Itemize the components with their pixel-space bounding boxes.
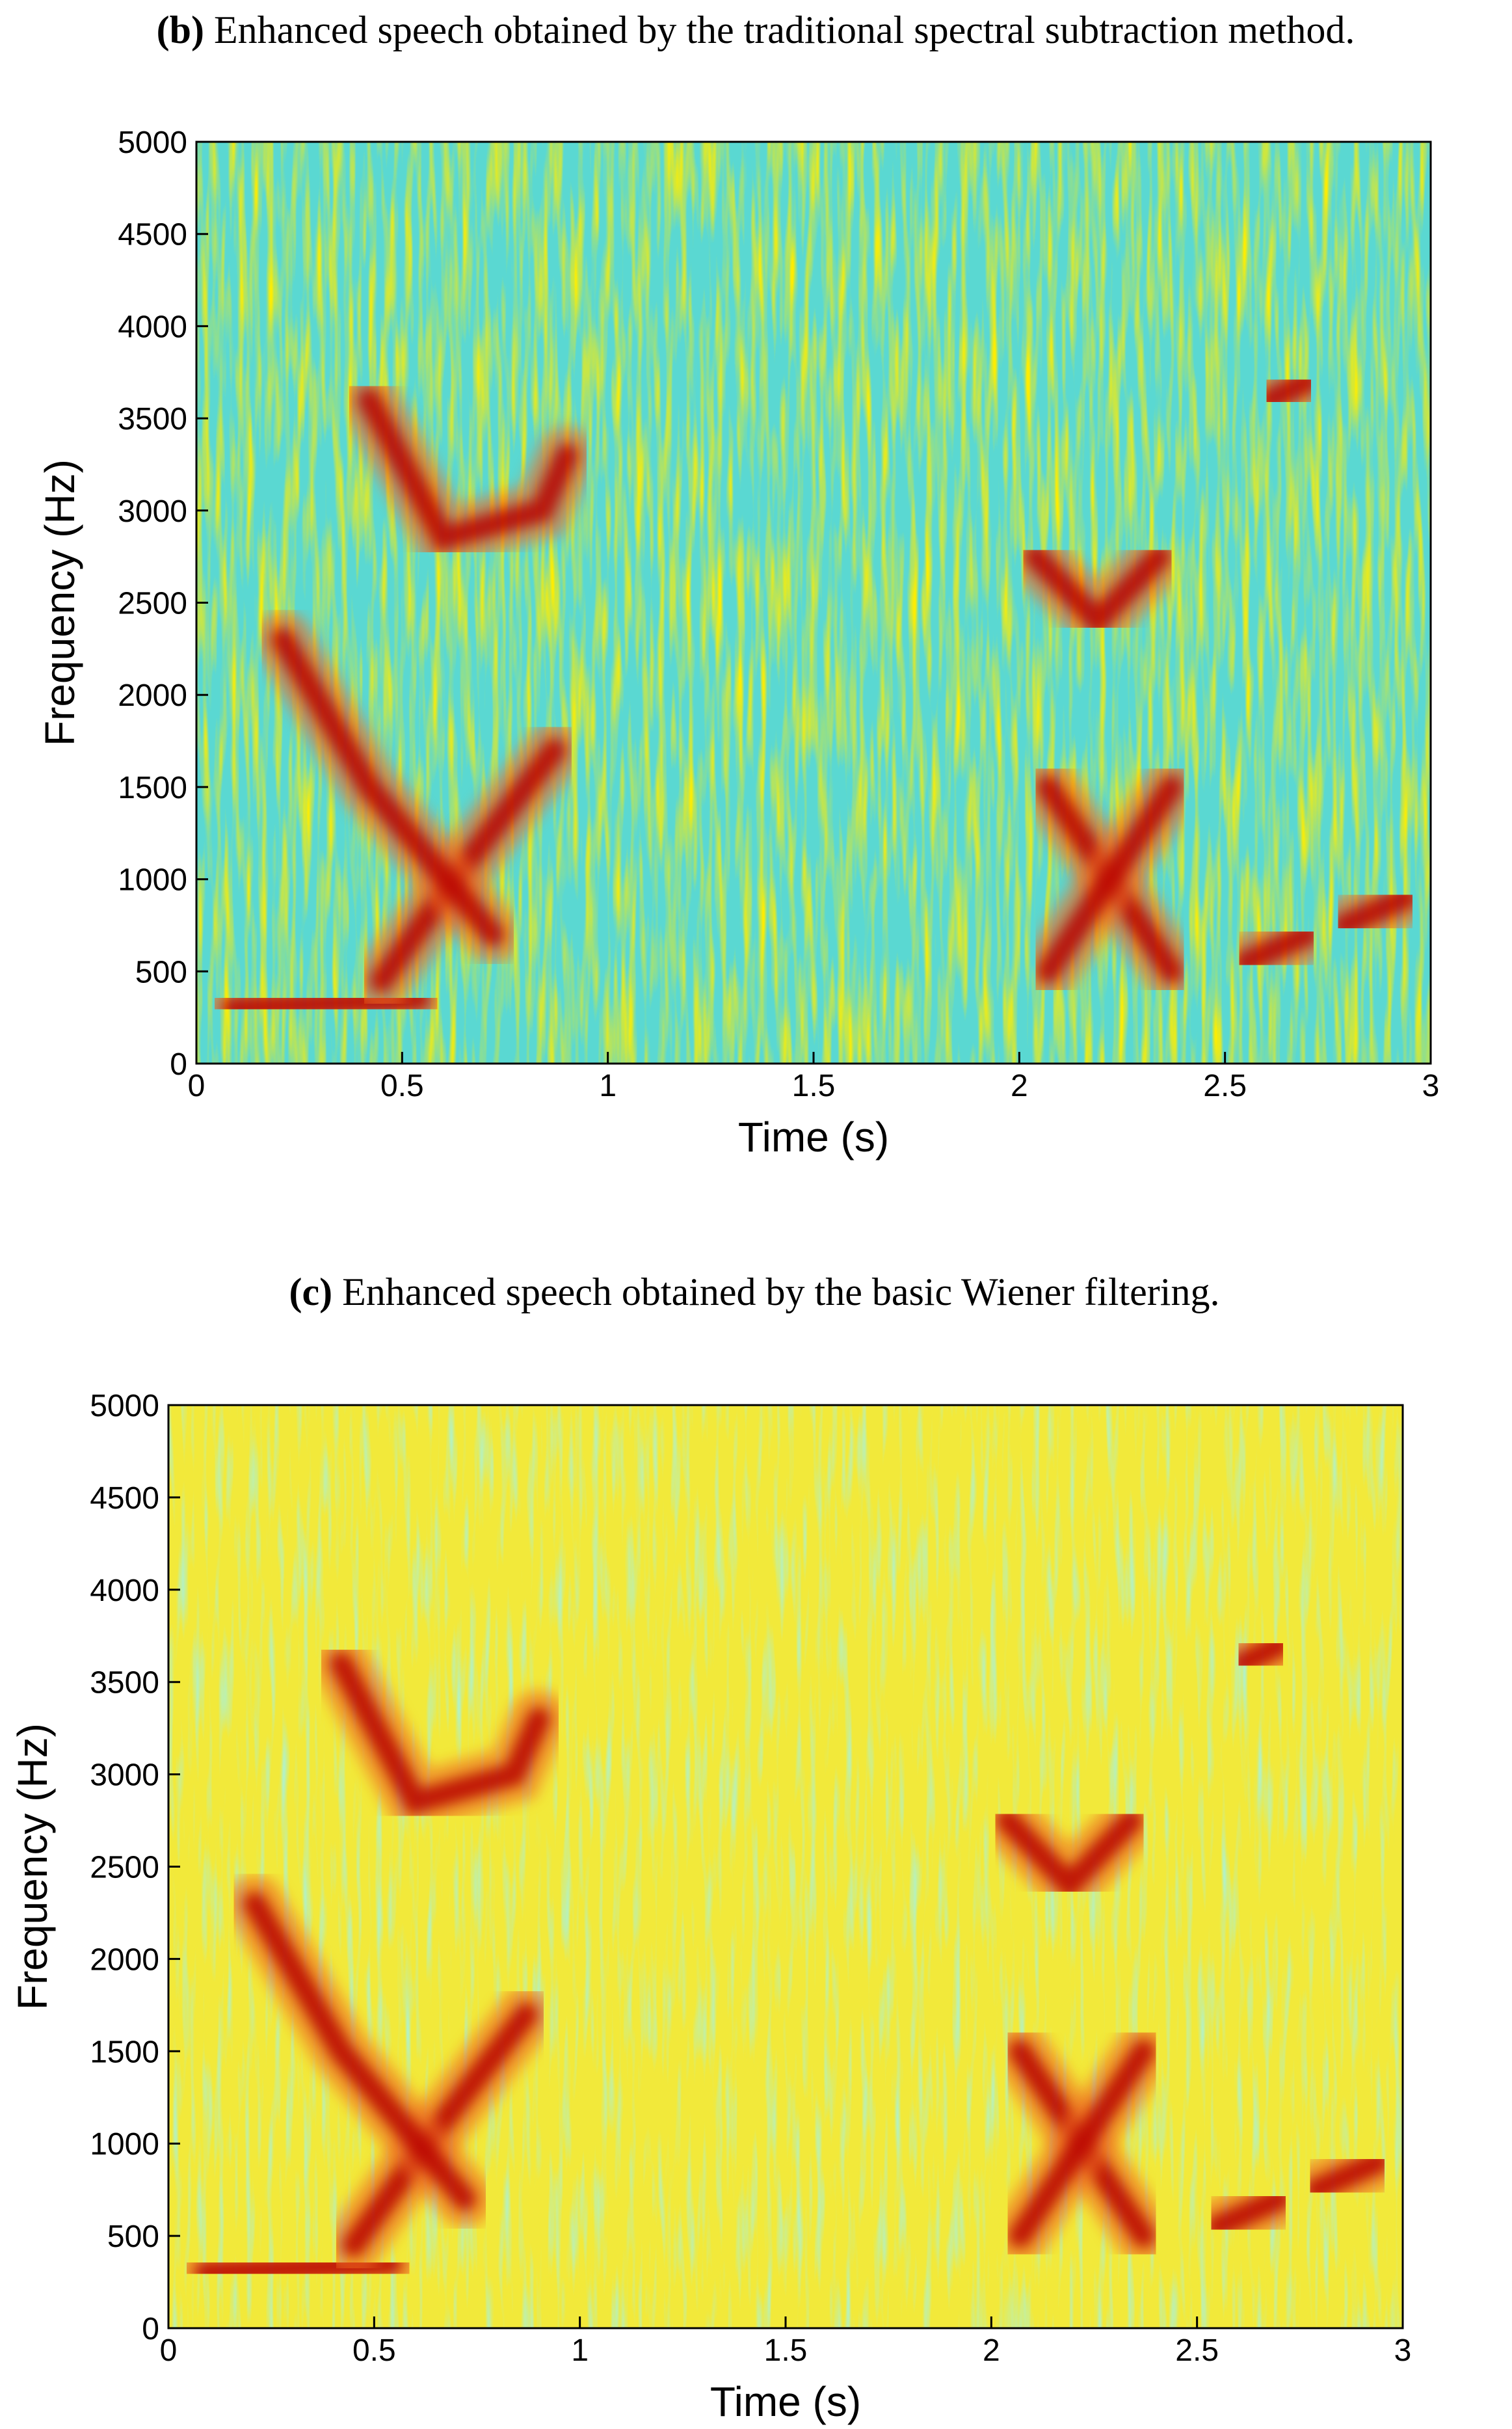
y-tick-label: 5000 xyxy=(90,1389,159,1423)
y-tick-label: 4500 xyxy=(118,218,187,252)
y-tick-label: 4000 xyxy=(118,310,187,344)
formant xyxy=(329,1652,551,1816)
x-tick-label: 1.5 xyxy=(792,1069,836,1103)
y-tick-label: 2500 xyxy=(90,1851,159,1885)
formant xyxy=(1333,885,1418,937)
formant xyxy=(1305,2150,1390,2202)
y-tick-label: 3000 xyxy=(90,1758,159,1793)
x-tick-label: 3 xyxy=(1394,2333,1412,2368)
x-tick-label: 0.5 xyxy=(380,1069,424,1103)
x-tick-label: 1 xyxy=(571,2333,589,2368)
y-axis-label: Frequency (Hz) xyxy=(36,459,83,746)
formant xyxy=(1206,2187,1292,2238)
caption-space xyxy=(204,8,214,51)
y-tick-label: 3500 xyxy=(90,1666,159,1700)
caption-label: (c) xyxy=(289,1270,333,1313)
y-tick-label: 1000 xyxy=(90,2127,159,2162)
y-tick-label: 2500 xyxy=(118,587,187,621)
formant xyxy=(1036,775,1184,984)
caption-space xyxy=(332,1270,342,1313)
y-tick-label: 2000 xyxy=(118,678,187,713)
y-axis-label: Frequency (Hz) xyxy=(9,1723,56,2010)
caption-text: Enhanced speech obtained by the traditio… xyxy=(214,8,1355,51)
formant xyxy=(1230,1633,1292,1676)
x-axis-label: Time (s) xyxy=(738,1114,889,1161)
x-tick-label: 3 xyxy=(1422,1069,1440,1103)
y-tick-label: 1500 xyxy=(90,2035,159,2069)
formant xyxy=(357,388,579,552)
y-tick-label: 500 xyxy=(135,955,187,989)
spectrogram xyxy=(168,1405,1403,2328)
y-tick-label: 3500 xyxy=(118,402,187,436)
caption: (c) Enhanced speech obtained by the basi… xyxy=(289,1270,1220,1313)
x-tick-label: 1 xyxy=(599,1069,617,1103)
x-tick-label: 2.5 xyxy=(1175,2333,1219,2368)
x-tick-label: 1.5 xyxy=(764,2333,808,2368)
formant xyxy=(996,1808,1143,1902)
y-tick-label: 0 xyxy=(170,1047,187,1082)
x-tick-label: 2.5 xyxy=(1203,1069,1247,1103)
x-tick-label: 2 xyxy=(1011,1069,1028,1103)
y-tick-label: 1000 xyxy=(118,863,187,898)
x-tick-label: 2 xyxy=(983,2333,1000,2368)
y-tick-label: 4500 xyxy=(90,1481,159,1516)
x-tick-label: 0 xyxy=(160,2333,178,2368)
formant xyxy=(1008,2039,1156,2248)
y-tick-label: 4000 xyxy=(90,1574,159,1608)
caption-label: (b) xyxy=(157,8,204,51)
caption-text: Enhanced speech obtained by the basic Wi… xyxy=(342,1270,1219,1313)
caption: (b) Enhanced speech obtained by the trad… xyxy=(157,8,1355,51)
x-axis-label: Time (s) xyxy=(710,2378,861,2425)
x-tick-label: 0.5 xyxy=(352,2333,396,2368)
formant xyxy=(1024,544,1171,638)
x-tick-label: 0 xyxy=(188,1069,206,1103)
y-tick-label: 3000 xyxy=(118,494,187,529)
y-tick-label: 2000 xyxy=(90,1942,159,1977)
formant xyxy=(1258,369,1320,412)
y-tick-label: 0 xyxy=(142,2312,159,2346)
formant xyxy=(1234,922,1320,974)
y-tick-label: 500 xyxy=(107,2220,159,2254)
spectrogram xyxy=(196,142,1431,1064)
y-tick-label: 1500 xyxy=(118,771,187,805)
y-tick-label: 5000 xyxy=(118,126,187,160)
